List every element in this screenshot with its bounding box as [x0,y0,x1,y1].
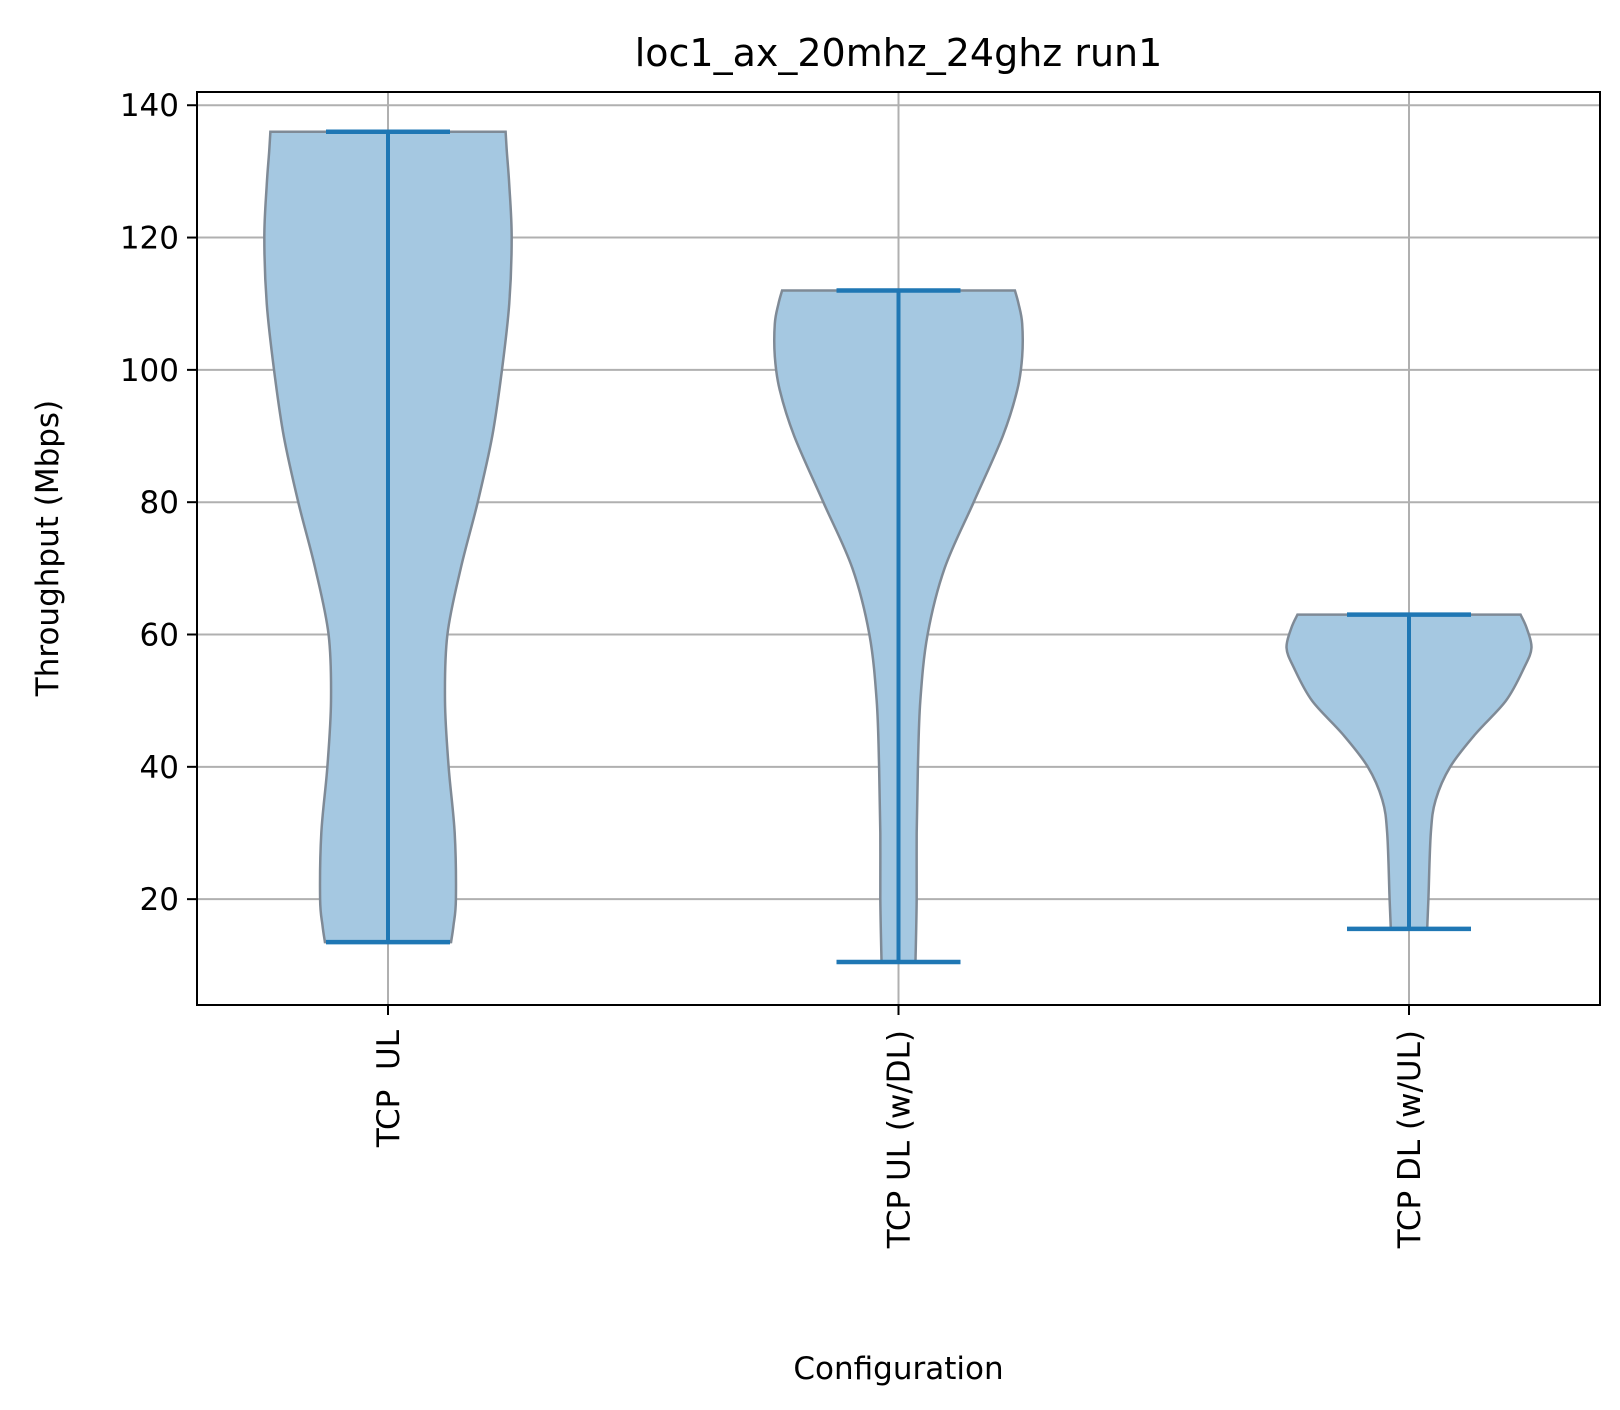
y-tick-label: 100 [120,353,179,389]
x-axis-label: Configuration [793,1351,1003,1387]
y-axis-ticks: 20 40 60 80 100 120 140 [120,88,197,918]
y-tick-label: 140 [120,88,179,124]
y-axis-label: Throughput (Mbps) [30,400,66,697]
x-axis-ticks: TCP UL TCP UL (w/DL) TCP DL (w/UL) [371,1005,1428,1249]
chart-title: loc1_ax_20mhz_24ghz run1 [635,31,1163,75]
y-tick-label: 120 [120,221,179,257]
x-tick-label: TCP UL [371,1029,407,1148]
y-tick-label: 20 [140,882,179,918]
x-tick-label: TCP DL (w/UL) [1392,1030,1428,1249]
violin-whiskers [326,129,1471,965]
y-tick-label: 60 [140,618,179,654]
y-tick-label: 80 [140,485,179,521]
x-tick-label: TCP UL (w/DL) [882,1030,918,1249]
y-tick-label: 40 [140,750,179,786]
